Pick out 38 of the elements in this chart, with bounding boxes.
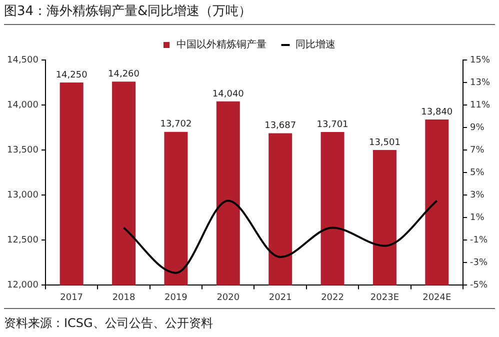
y-tick-label: 12,000 [6,280,39,291]
y2-tick-label: 7% [470,145,485,156]
data-label: 13,687 [264,121,296,132]
x-tick-label: 2024E [422,292,452,303]
x-tick-label: 2017 [60,292,84,303]
data-label: 13,701 [316,120,348,130]
x-tick-label: 2021 [268,292,292,303]
y-tick-label: 13,000 [6,190,39,200]
x-tick-label: 2020 [216,292,240,303]
legend-label: 同比增速 [296,38,336,51]
y2-tick-label: 15% [470,55,490,66]
y2-tick-label: -3% [470,258,488,268]
y2-tick-label: 3% [470,190,485,200]
y2-tick-label: -1% [470,236,488,246]
x-tick-label: 2023E [370,292,400,303]
y2-tick-label: 9% [470,122,485,133]
y-tick-label: 14,500 [6,55,39,66]
x-tick-label: 2019 [164,292,188,303]
y-tick-label: 13,500 [6,145,39,156]
legend-label: 中国以外精炼铜产量 [176,38,266,51]
line-series [122,200,438,274]
data-label: 14,250 [56,70,88,80]
data-label: 14,040 [212,89,244,100]
chart-title: 图34：海外精炼铜产量&同比增速（万吨） [4,2,495,25]
y2-tick-label: 1% [470,212,485,223]
y-tick-label: 12,500 [6,236,39,246]
y-tick-label: 14,000 [6,100,39,110]
y2-tick-label: 13% [470,78,490,88]
x-tick-label: 2022 [321,292,344,303]
y2-tick-label: -5% [470,280,488,291]
y2-tick-label: 5% [470,168,485,178]
data-label: 14,260 [108,69,140,80]
data-label: 13,840 [421,107,453,118]
x-tick-label: 2018 [112,292,136,303]
data-label: 13,501 [368,138,400,148]
text: 资料来源：ICSG、公司公告、公开资料 [4,308,495,332]
y2-tick-label: 11% [470,100,490,110]
data-label: 13,702 [160,120,192,130]
